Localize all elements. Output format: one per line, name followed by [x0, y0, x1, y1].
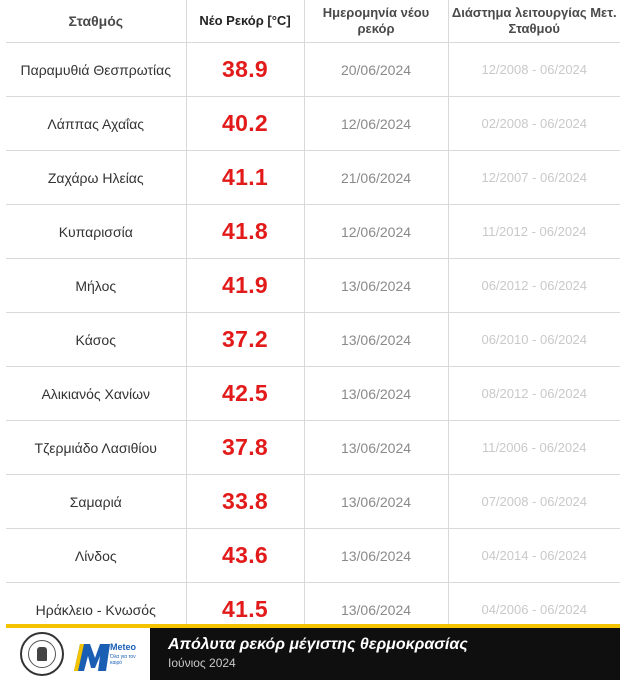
date-cell: 13/06/2024: [303, 366, 448, 421]
record-cell: 40.2: [185, 96, 304, 151]
table-row: Κυπαρισσία 41.8 12/06/2024 11/2012 - 06/202…: [6, 204, 620, 259]
table-row: Λάππας Αχαΐας 40.2 12/06/2024 02/2008 - 06/…: [6, 96, 620, 151]
date-cell: 13/06/2024: [303, 474, 448, 529]
table-row: Μήλος 41.9 13/06/2024 06/2012 - 06/2024: [6, 258, 620, 313]
footer-accent-bar: [6, 624, 620, 628]
period-cell: 11/2006 - 06/2024: [447, 420, 620, 475]
period-cell: 11/2012 - 06/2024: [447, 204, 620, 259]
header-row: Σταθμός Νέο Ρεκόρ [°C] Ημερομηνία νέου ρ…: [6, 0, 620, 43]
station-cell: Λάππας Αχαΐας: [6, 96, 186, 151]
record-cell: 42.5: [185, 366, 304, 421]
records-table: Σταθμός Νέο Ρεκόρ [°C] Ημερομηνία νέου ρ…: [6, 0, 620, 637]
table-row: Λίνδος 43.6 13/06/2024 04/2014 - 06/2024: [6, 528, 620, 583]
station-cell: Σαμαριά: [6, 474, 186, 529]
station-cell: Αλικιανός Χανίων: [6, 366, 186, 421]
station-cell: Λίνδος: [6, 528, 186, 583]
date-cell: 13/06/2024: [303, 528, 448, 583]
station-cell: Ζαχάρω Ηλείας: [6, 150, 186, 205]
station-cell: Κυπαρισσία: [6, 204, 186, 259]
date-cell: 20/06/2024: [303, 42, 448, 97]
institution-seal-icon: [20, 632, 64, 676]
station-cell: Μήλος: [6, 258, 186, 313]
record-cell: 41.8: [185, 204, 304, 259]
record-cell: 37.8: [185, 420, 304, 475]
record-cell: 37.2: [185, 312, 304, 367]
table-row: Τζερμιάδο Λασιθίου 37.8 13/06/2024 11/2006 …: [6, 420, 620, 475]
footer-subtitle: Ιούνιος 2024: [168, 656, 236, 670]
meteo-logo-tagline: Όλα για τον καιρό: [110, 654, 136, 666]
date-cell: 21/06/2024: [303, 150, 448, 205]
footer-title: Απόλυτα ρεκόρ μέγιστης θερμοκρασίας: [168, 636, 468, 653]
date-cell: 13/06/2024: [303, 258, 448, 313]
meteo-logo-icon: [74, 644, 110, 671]
date-cell: 12/06/2024: [303, 96, 448, 151]
footer-banner: Meteo Όλα για τον καιρό Απόλυτα ρεκόρ μέ…: [6, 624, 620, 680]
record-cell: 41.1: [185, 150, 304, 205]
period-cell: 07/2008 - 06/2024: [447, 474, 620, 529]
record-cell: 33.8: [185, 474, 304, 529]
period-cell: 12/2007 - 06/2024: [447, 150, 620, 205]
header-record: Νέο Ρεκόρ [°C]: [185, 0, 304, 43]
date-cell: 13/06/2024: [303, 420, 448, 475]
period-cell: 12/2008 - 06/2024: [447, 42, 620, 97]
record-cell: 38.9: [185, 42, 304, 97]
table-row: Αλικιανός Χανίων 42.5 13/06/2024 08/2012 - …: [6, 366, 620, 421]
table-body: Παραμυθιά Θεσπρωτίας 38.9 20/06/2024 12/200…: [6, 42, 620, 637]
period-cell: 06/2010 - 06/2024: [447, 312, 620, 367]
period-cell: 04/2014 - 06/2024: [447, 528, 620, 583]
table-row: Σαμαριά 33.8 13/06/2024 07/2008 - 06/2024: [6, 474, 620, 529]
station-cell: Τζερμιάδο Λασιθίου: [6, 420, 186, 475]
station-cell: Κάσος: [6, 312, 186, 367]
period-cell: 06/2012 - 06/2024: [447, 258, 620, 313]
record-cell: 43.6: [185, 528, 304, 583]
record-cell: 41.9: [185, 258, 304, 313]
table-row: Κάσος 37.2 13/06/2024 06/2010 - 06/2024: [6, 312, 620, 367]
station-cell: Παραμυθιά Θεσπρωτίας: [6, 42, 186, 97]
footer-title-box: Απόλυτα ρεκόρ μέγιστης θερμοκρασίας Ιούν…: [150, 628, 620, 680]
period-cell: 08/2012 - 06/2024: [447, 366, 620, 421]
period-cell: 02/2008 - 06/2024: [447, 96, 620, 151]
date-cell: 12/06/2024: [303, 204, 448, 259]
header-period: Διάστημα λειτουργίας Μετ. Σταθμού: [447, 0, 620, 43]
records-table-container: Σταθμός Νέο Ρεκόρ [°C] Ημερομηνία νέου ρ…: [6, 0, 620, 637]
meteo-logo-text: Meteo: [110, 642, 137, 652]
table-header: Σταθμός Νέο Ρεκόρ [°C] Ημερομηνία νέου ρ…: [6, 0, 620, 43]
table-row: Ζαχάρω Ηλείας 41.1 21/06/2024 12/2007 - 06/…: [6, 150, 620, 205]
date-cell: 13/06/2024: [303, 312, 448, 367]
header-station: Σταθμός: [6, 0, 186, 43]
table-row: Παραμυθιά Θεσπρωτίας 38.9 20/06/2024 12/200…: [6, 42, 620, 97]
header-date: Ημερομηνία νέου ρεκόρ: [303, 0, 448, 43]
